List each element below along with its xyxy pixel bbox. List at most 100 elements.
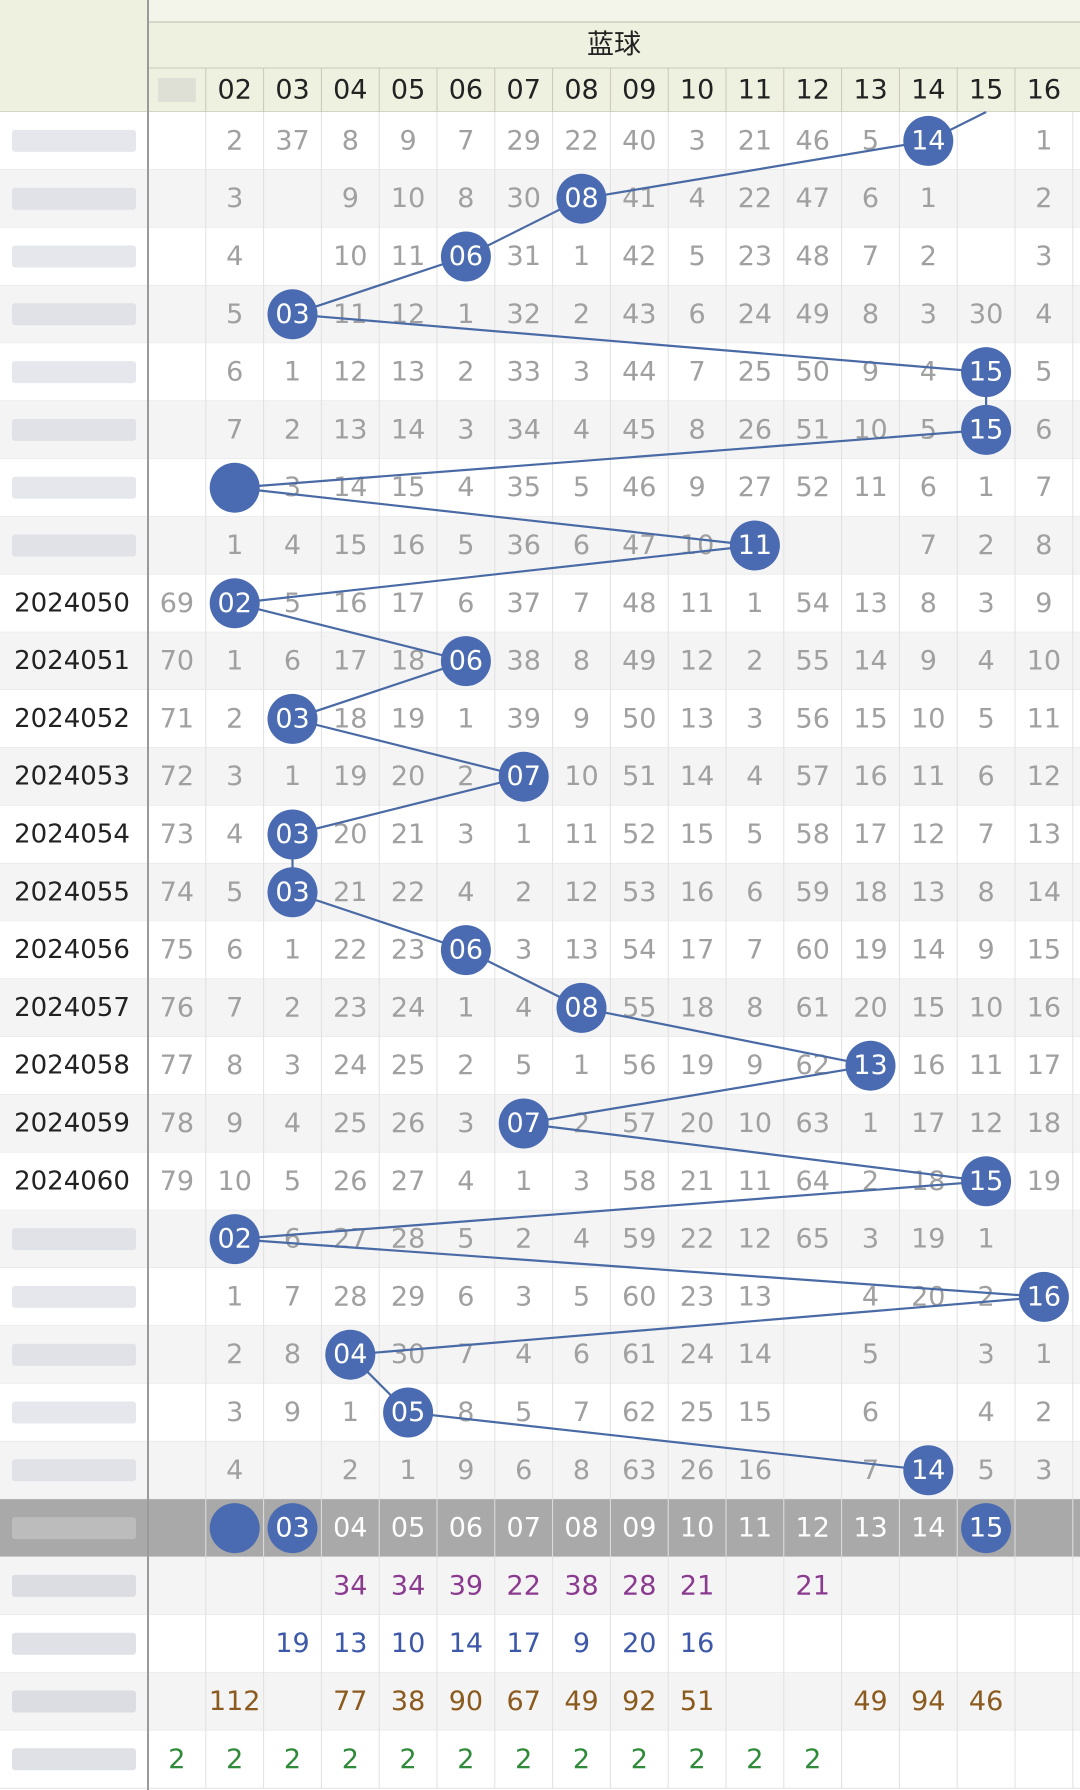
omission-value: 31 (507, 241, 541, 272)
omission-value: 13 (911, 877, 945, 908)
omission-value: 14 (391, 414, 425, 445)
stat-value: 2 (226, 1744, 243, 1775)
omission-value: 2 (515, 1224, 532, 1255)
omission-value: 1 (862, 1108, 879, 1139)
omission-value: 9 (226, 1108, 243, 1139)
ball-number: 15 (969, 357, 1003, 388)
omission-value: 77 (160, 1050, 194, 1081)
omission-value: 9 (978, 935, 995, 966)
ball-number: 16 (1027, 1281, 1061, 1312)
omission-value: 3 (457, 819, 474, 850)
stat-value: 49 (564, 1686, 598, 1717)
omission-value: 8 (862, 299, 879, 330)
omission-value: 3 (284, 472, 301, 503)
omission-value: 3 (573, 357, 590, 388)
stat-value: 2 (631, 1744, 648, 1775)
omission-value: 52 (622, 819, 656, 850)
omission-value: 50 (622, 703, 656, 734)
stat-value: 16 (680, 1628, 714, 1659)
omission-value: 9 (400, 125, 417, 156)
omission-value: 4 (920, 357, 937, 388)
omission-value: 1 (457, 703, 474, 734)
omission-value: 9 (284, 1397, 301, 1428)
stat-value: 2 (515, 1744, 532, 1775)
period-label-blurred (12, 187, 136, 210)
omission-value: 13 (564, 935, 598, 966)
omission-value: 1 (226, 530, 243, 561)
omission-value: 5 (573, 472, 590, 503)
omission-value: 13 (333, 414, 367, 445)
omission-value: 4 (226, 1455, 243, 1486)
omission-value: 11 (911, 761, 945, 792)
ball-number: 06 (449, 646, 483, 677)
omission-value: 5 (457, 1224, 474, 1255)
omission-value: 1 (920, 183, 937, 214)
omission-value: 39 (507, 703, 541, 734)
omission-value: 59 (622, 1224, 656, 1255)
omission-value: 56 (796, 703, 830, 734)
period-label-blurred (12, 303, 136, 326)
ball-number: 05 (391, 1397, 425, 1428)
period-label-blurred (12, 361, 136, 384)
column-header-14: 14 (911, 75, 945, 106)
omission-value: 37 (507, 588, 541, 619)
omission-value: 8 (284, 1339, 301, 1370)
omission-value: 5 (978, 1455, 995, 1486)
omission-value: 11 (1027, 703, 1061, 734)
omission-value: 5 (689, 241, 706, 272)
column-header-13: 13 (853, 75, 887, 106)
stat-value: 2 (689, 1744, 706, 1775)
stat-value: 67 (507, 1686, 541, 1717)
stat-value: 14 (449, 1628, 483, 1659)
omission-value: 40 (622, 125, 656, 156)
omission-value: 42 (622, 241, 656, 272)
ball-marker (498, 1098, 549, 1149)
stat-value: 2 (400, 1744, 417, 1775)
omission-value: 8 (573, 1455, 590, 1486)
omission-value: 4 (1035, 299, 1052, 330)
row-background (0, 343, 1080, 401)
omission-value: 1 (342, 1397, 359, 1428)
omission-value: 8 (1035, 530, 1052, 561)
omission-value: 6 (920, 472, 937, 503)
omission-value: 15 (333, 530, 367, 561)
ball-number: 13 (853, 1050, 887, 1081)
column-header-02: 02 (218, 75, 252, 106)
omission-value: 6 (284, 1224, 301, 1255)
stat-value: 28 (622, 1570, 656, 1601)
row-background (0, 1672, 1080, 1731)
omission-value: 13 (1027, 819, 1061, 850)
row-background (0, 1383, 1080, 1442)
omission-value: 57 (796, 761, 830, 792)
select-number: 08 (564, 1513, 598, 1544)
omission-value: 14 (738, 1339, 772, 1370)
ball-marker (1018, 1271, 1069, 1322)
omission-value: 8 (457, 1397, 474, 1428)
omission-value: 1 (573, 241, 590, 272)
omission-value: 61 (796, 992, 830, 1023)
omission-value: 49 (796, 299, 830, 330)
row-background (0, 863, 1080, 922)
omission-value: 6 (284, 646, 301, 677)
omission-value: 3 (1035, 1455, 1052, 1486)
omission-value: 7 (978, 819, 995, 850)
row-background (0, 979, 1080, 1037)
omission-value: 11 (853, 472, 887, 503)
omission-value: 20 (333, 819, 367, 850)
period-label: 2024052 (14, 704, 130, 734)
period-label-blurred (12, 418, 136, 441)
stat-value: 51 (680, 1686, 714, 1717)
omission-value: 3 (226, 761, 243, 792)
omission-value: 3 (978, 588, 995, 619)
omission-value: 16 (738, 1455, 772, 1486)
ball-marker (556, 982, 607, 1033)
stat-value: 10 (391, 1628, 425, 1659)
stat-value: 49 (853, 1686, 887, 1717)
omission-value: 4 (226, 241, 243, 272)
omission-value: 18 (333, 703, 367, 734)
omission-value: 18 (391, 646, 425, 677)
omission-value: 3 (226, 183, 243, 214)
omission-value: 3 (515, 935, 532, 966)
omission-value: 63 (796, 1108, 830, 1139)
omission-value: 19 (853, 935, 887, 966)
